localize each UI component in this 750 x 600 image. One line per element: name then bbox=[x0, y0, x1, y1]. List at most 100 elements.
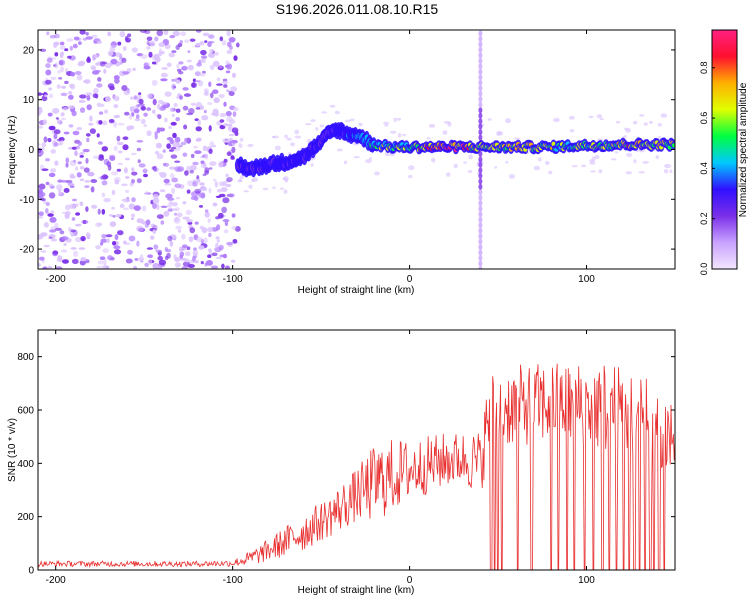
noise-blob bbox=[198, 74, 206, 77]
spike-blob bbox=[478, 41, 483, 48]
noise-blob bbox=[79, 151, 85, 155]
spike-blob bbox=[478, 211, 483, 218]
snr-ytick-label: 200 bbox=[17, 512, 34, 523]
halo-blob bbox=[447, 121, 452, 127]
noise-blob bbox=[224, 220, 229, 227]
halo-blob bbox=[442, 130, 448, 136]
noise-blob bbox=[194, 221, 199, 225]
noise-blob bbox=[123, 46, 127, 51]
halo-blob bbox=[591, 156, 596, 162]
noise-blob bbox=[187, 64, 194, 71]
noise-blob bbox=[208, 187, 212, 194]
noise-blob bbox=[64, 48, 69, 52]
noise-blob bbox=[178, 71, 184, 75]
noise-blob bbox=[195, 107, 201, 110]
noise-blob bbox=[170, 154, 178, 159]
noise-blob bbox=[113, 245, 121, 250]
noise-blob bbox=[204, 209, 209, 213]
noise-blob bbox=[45, 63, 51, 69]
noise-blob bbox=[232, 239, 238, 244]
noise-blob bbox=[195, 42, 200, 47]
noise-blob bbox=[168, 149, 174, 152]
noise-blob bbox=[167, 197, 175, 201]
spike-blob bbox=[478, 85, 483, 92]
noise-blob bbox=[71, 217, 76, 221]
noise-blob bbox=[223, 229, 229, 234]
noise-blob bbox=[225, 173, 229, 178]
spectrogram-ytick-label: -10 bbox=[20, 195, 35, 206]
halo-blob bbox=[649, 120, 653, 124]
noise-blob bbox=[50, 226, 57, 230]
noise-blob bbox=[97, 141, 103, 145]
noise-blob bbox=[212, 89, 219, 94]
noise-blob bbox=[157, 114, 162, 120]
colorbar-tick-label: 0.6 bbox=[699, 112, 709, 125]
noise-blob bbox=[79, 94, 87, 99]
spike-blob bbox=[478, 101, 483, 108]
noise-blob bbox=[174, 166, 182, 172]
noise-blob bbox=[226, 177, 233, 182]
noise-blob bbox=[190, 82, 198, 88]
noise-blob bbox=[167, 208, 173, 212]
noise-blob bbox=[45, 69, 52, 76]
noise-blob bbox=[46, 31, 50, 36]
noise-blob bbox=[219, 112, 227, 118]
noise-blob bbox=[96, 133, 100, 138]
noise-blob bbox=[113, 114, 121, 119]
noise-blob bbox=[128, 235, 136, 242]
noise-blob bbox=[219, 119, 225, 123]
noise-blob bbox=[196, 62, 203, 67]
noise-blob bbox=[108, 119, 115, 123]
noise-blob bbox=[152, 229, 157, 235]
halo-blob bbox=[243, 190, 249, 193]
noise-blob bbox=[157, 103, 161, 110]
halo-blob bbox=[568, 115, 575, 120]
noise-blob bbox=[139, 254, 144, 260]
noise-blob bbox=[58, 59, 66, 66]
noise-blob bbox=[141, 205, 147, 212]
noise-blob bbox=[38, 211, 44, 216]
noise-blob bbox=[65, 211, 71, 216]
noise-blob bbox=[159, 189, 166, 193]
noise-blob bbox=[216, 83, 223, 86]
noise-blob bbox=[109, 85, 115, 91]
noise-blob bbox=[149, 40, 156, 47]
noise-blob bbox=[123, 198, 131, 203]
noise-blob bbox=[101, 146, 109, 152]
noise-blob bbox=[141, 106, 146, 111]
noise-blob bbox=[45, 202, 50, 206]
noise-blob bbox=[200, 58, 206, 64]
noise-blob bbox=[103, 197, 111, 203]
noise-blob bbox=[223, 123, 229, 127]
noise-blob bbox=[82, 148, 90, 153]
noise-blob bbox=[164, 91, 172, 97]
noise-blob bbox=[216, 188, 223, 193]
noise-blob bbox=[151, 79, 158, 86]
noise-blob bbox=[49, 216, 57, 223]
noise-blob bbox=[199, 182, 205, 186]
halo-blob bbox=[660, 113, 668, 118]
halo-blob bbox=[431, 157, 436, 163]
noise-blob bbox=[96, 265, 104, 269]
noise-blob bbox=[182, 216, 190, 220]
noise-blob bbox=[57, 255, 63, 262]
spike-blob bbox=[478, 172, 483, 179]
spike-blob bbox=[478, 266, 483, 269]
noise-blob bbox=[38, 92, 42, 96]
noise-blob bbox=[43, 244, 50, 248]
noise-blob bbox=[170, 146, 177, 150]
spectrogram-y-ticks: -20 -10 0 10 20 bbox=[20, 45, 675, 256]
noise-blob bbox=[75, 223, 82, 227]
noise-blob bbox=[221, 206, 228, 214]
noise-blob bbox=[61, 236, 69, 241]
noise-blob bbox=[114, 234, 119, 241]
spectrogram-plot-area bbox=[38, 30, 675, 269]
noise-blob bbox=[173, 102, 178, 108]
noise-blob bbox=[231, 226, 237, 230]
noise-blob bbox=[79, 155, 84, 158]
noise-blob bbox=[72, 43, 78, 49]
noise-blob bbox=[168, 201, 173, 205]
halo-blob bbox=[349, 118, 355, 122]
noise-blob bbox=[136, 140, 144, 143]
noise-blob bbox=[167, 235, 173, 242]
